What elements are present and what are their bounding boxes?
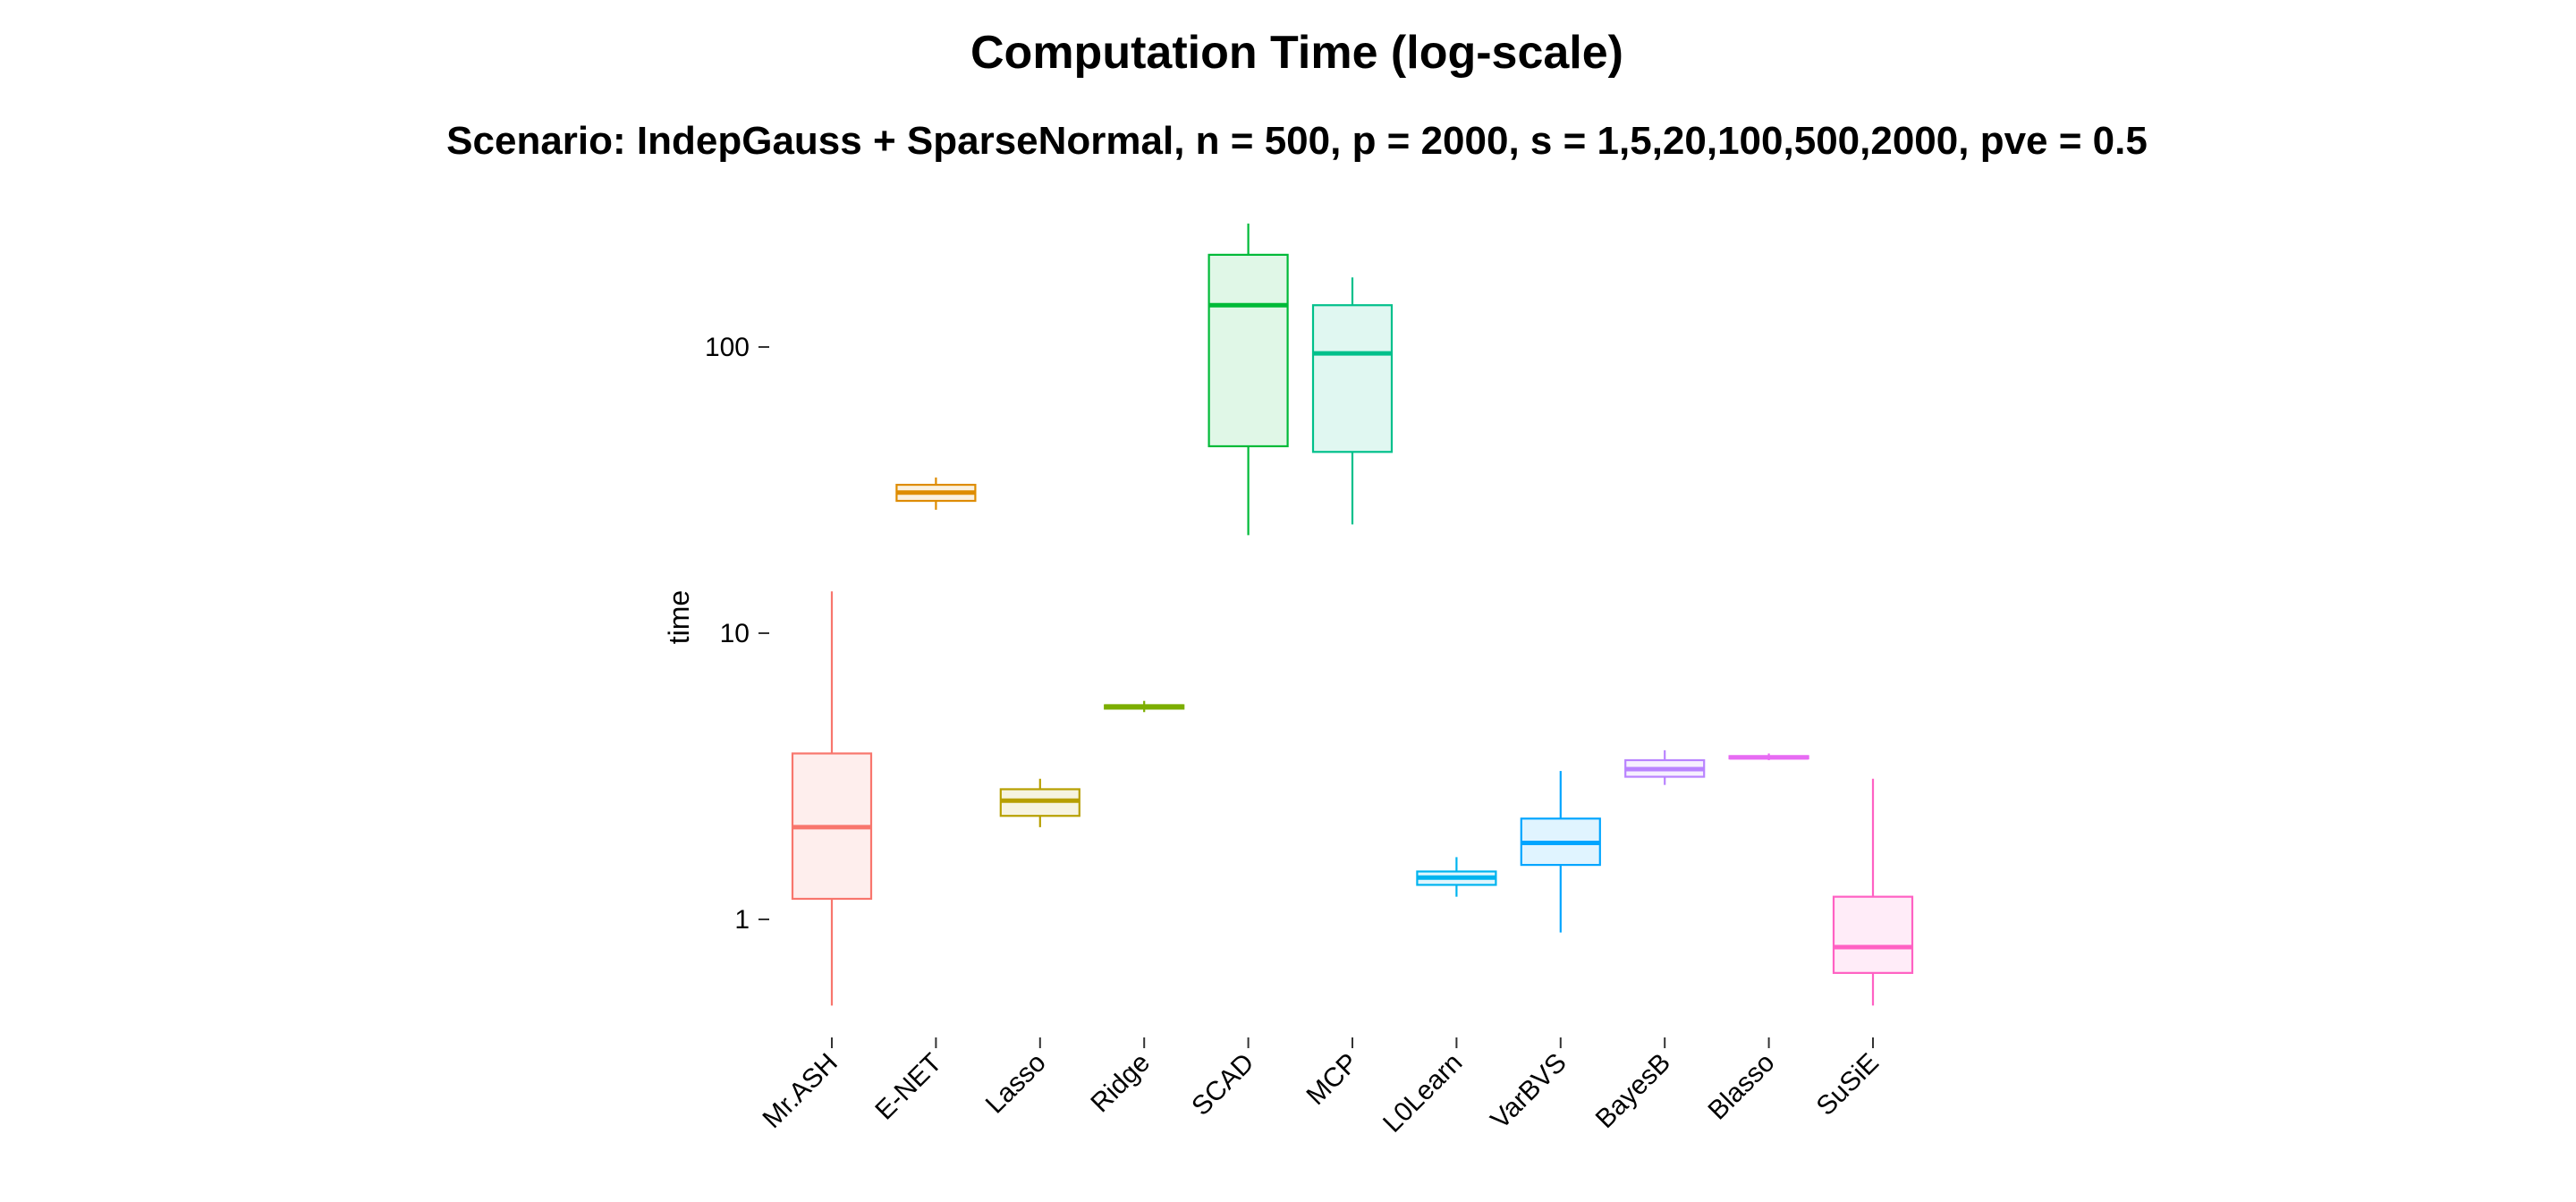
x-tick-label: VarBVS <box>1486 1048 1572 1135</box>
box-varbvs <box>1520 771 1601 933</box>
plot-area: 1 10 100 Mr.ASH E-NET Lasso Ridge SCAD MCP L0Lear… <box>705 223 1914 1139</box>
x-tick-label: Lasso <box>980 1048 1052 1120</box>
x-tick-label: BayesB <box>1590 1048 1676 1134</box>
box-susie <box>1832 778 1914 1006</box>
x-tick-label: L0Learn <box>1377 1048 1468 1139</box>
box-bayesb <box>1624 749 1706 785</box>
x-tick-label: Ridge <box>1085 1048 1156 1119</box>
box-e-net <box>895 477 977 510</box>
box-blasso <box>1728 753 1809 760</box>
box-l0learn <box>1416 857 1497 897</box>
y-tick-label: 1 <box>734 905 750 935</box>
box-mcp <box>1311 277 1394 525</box>
x-tick-label: SCAD <box>1186 1048 1259 1122</box>
box-ridge <box>1104 700 1185 713</box>
box-scad <box>1208 223 1289 536</box>
box-iqr <box>1208 253 1289 448</box>
y-axis-label: time <box>663 590 695 644</box>
x-tick-label: MCP <box>1301 1048 1363 1111</box>
box-lasso <box>999 778 1080 827</box>
box-iqr <box>1311 304 1394 453</box>
chart-subtitle: Scenario: IndepGauss + SparseNormal, n =… <box>446 119 2148 163</box>
x-tick-label: E-NET <box>869 1048 947 1126</box>
chart-title: Computation Time (log-scale) <box>970 27 1623 79</box>
box-iqr <box>1832 895 1914 974</box>
box-mr-ash <box>791 591 873 1006</box>
y-tick-label: 100 <box>705 333 750 362</box>
x-tick-label: Mr.ASH <box>758 1048 843 1134</box>
y-tick-label: 10 <box>720 619 750 648</box>
x-tick-label: SuSiE <box>1811 1048 1885 1122</box>
x-tick-label: Blasso <box>1703 1048 1781 1126</box>
